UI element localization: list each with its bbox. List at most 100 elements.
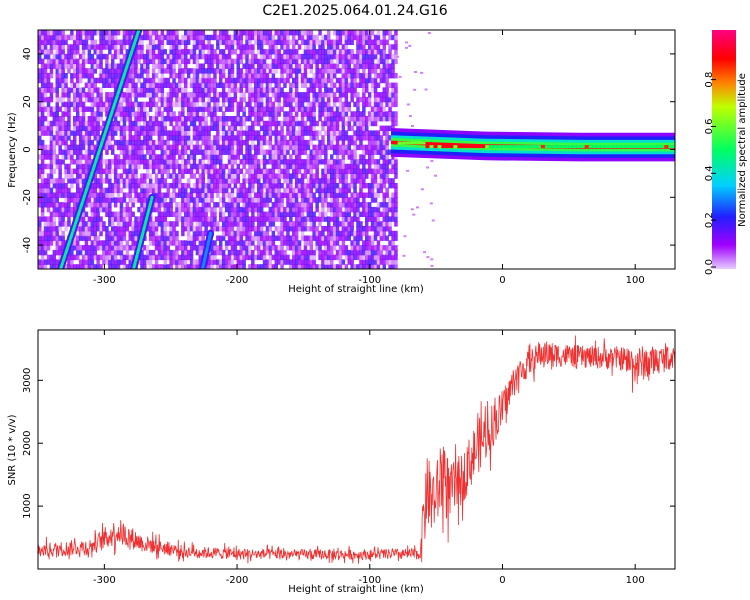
noise-cell xyxy=(239,264,243,269)
noise-cell xyxy=(268,130,273,136)
noise-cell xyxy=(353,206,357,213)
noise-cell xyxy=(303,58,308,65)
noise-cell xyxy=(78,39,83,45)
noise-cell xyxy=(382,144,386,151)
noise-cell xyxy=(245,139,249,146)
noise-cell xyxy=(391,34,395,41)
noise-cell xyxy=(382,192,386,198)
noise-cell xyxy=(73,44,77,50)
noise-cell xyxy=(40,82,45,88)
noise-cell xyxy=(365,159,369,165)
noise-cell xyxy=(178,44,182,50)
noise-cell xyxy=(137,230,141,237)
noise-cell xyxy=(338,187,343,194)
noise-cell xyxy=(268,197,273,203)
noise-cell xyxy=(353,159,357,165)
noise-cell xyxy=(221,96,226,103)
noise-cell xyxy=(370,139,375,146)
noise-cell xyxy=(70,168,74,174)
noise-cell xyxy=(385,87,389,93)
noise-cell xyxy=(327,120,331,127)
noise-cell xyxy=(143,163,147,170)
noise-cell xyxy=(227,230,232,237)
noise-cell xyxy=(312,259,316,265)
noise-cell xyxy=(376,245,381,251)
noise-cell xyxy=(280,73,284,79)
noise-cell xyxy=(195,139,200,146)
noise-cell xyxy=(137,68,141,74)
noise-cell xyxy=(239,39,243,45)
noise-cell xyxy=(315,202,319,208)
noise-cell xyxy=(292,96,296,103)
noise-cell xyxy=(192,245,197,251)
noise-cell xyxy=(55,49,59,55)
noise-cell xyxy=(125,240,130,246)
noise-cell xyxy=(268,116,273,122)
noise-cell xyxy=(365,211,369,217)
noise-cell xyxy=(221,53,226,60)
noise-cell xyxy=(280,125,284,131)
noise-cell xyxy=(157,163,162,170)
noise-cell xyxy=(341,82,346,88)
noise-cell xyxy=(151,87,156,93)
noise-cell xyxy=(210,226,214,232)
noise-cell xyxy=(318,139,322,146)
noise-cell xyxy=(262,230,267,237)
noise-cell xyxy=(262,183,267,189)
noise-cell xyxy=(148,249,153,256)
noise-cell xyxy=(350,197,354,203)
noise-cell xyxy=(356,240,360,246)
noise-cell xyxy=(210,87,214,93)
noise-cell xyxy=(163,96,167,103)
noise-cell xyxy=(163,68,167,74)
noise-cell xyxy=(181,192,185,198)
noise-cell xyxy=(204,202,208,208)
noise-cell xyxy=(327,159,331,165)
noise-cell xyxy=(131,87,135,93)
noise-cell xyxy=(175,139,179,146)
noise-cell xyxy=(379,96,384,103)
noise-cell xyxy=(192,58,197,65)
noise-cell xyxy=(262,77,267,84)
noise-cell xyxy=(297,34,302,41)
noise-cell xyxy=(157,58,162,65)
noise-cell xyxy=(265,49,270,55)
noise-cell xyxy=(224,96,229,103)
noise-cell xyxy=(90,111,95,117)
noise-cell xyxy=(122,92,127,98)
noise-cell xyxy=(122,111,127,117)
noise-cell xyxy=(134,183,138,189)
noise-cell xyxy=(391,116,395,122)
noise-cell xyxy=(289,125,293,131)
noise-cell xyxy=(151,125,156,131)
noise-cell xyxy=(207,111,211,117)
noise-cell xyxy=(58,120,62,127)
noise-cell xyxy=(292,77,296,84)
noise-cell xyxy=(207,34,211,41)
noise-cell xyxy=(195,202,200,208)
noise-cell xyxy=(38,130,42,136)
noise-cell xyxy=(122,192,127,198)
noise-cell xyxy=(300,53,305,60)
noise-cell xyxy=(385,63,389,69)
noise-cell xyxy=(353,34,357,41)
noise-cell xyxy=(195,125,200,131)
noise-cell xyxy=(350,82,354,88)
noise-cell xyxy=(335,130,340,136)
noise-cell xyxy=(219,264,223,269)
noise-cell xyxy=(376,163,381,170)
noise-cell xyxy=(113,73,118,79)
noise-cell xyxy=(362,264,366,269)
noise-cell xyxy=(227,259,232,265)
noise-cell xyxy=(356,254,360,261)
noise-cell xyxy=(300,159,305,165)
noise-cell xyxy=(163,116,167,122)
noise-cell xyxy=(76,120,80,127)
noise-cell xyxy=(341,101,346,108)
noise-cell xyxy=(87,235,92,241)
noise-cell xyxy=(116,173,121,179)
noise-cell xyxy=(259,187,264,194)
noise-cell xyxy=(146,111,150,117)
noise-cell xyxy=(280,144,284,151)
noise-cell xyxy=(289,192,293,198)
